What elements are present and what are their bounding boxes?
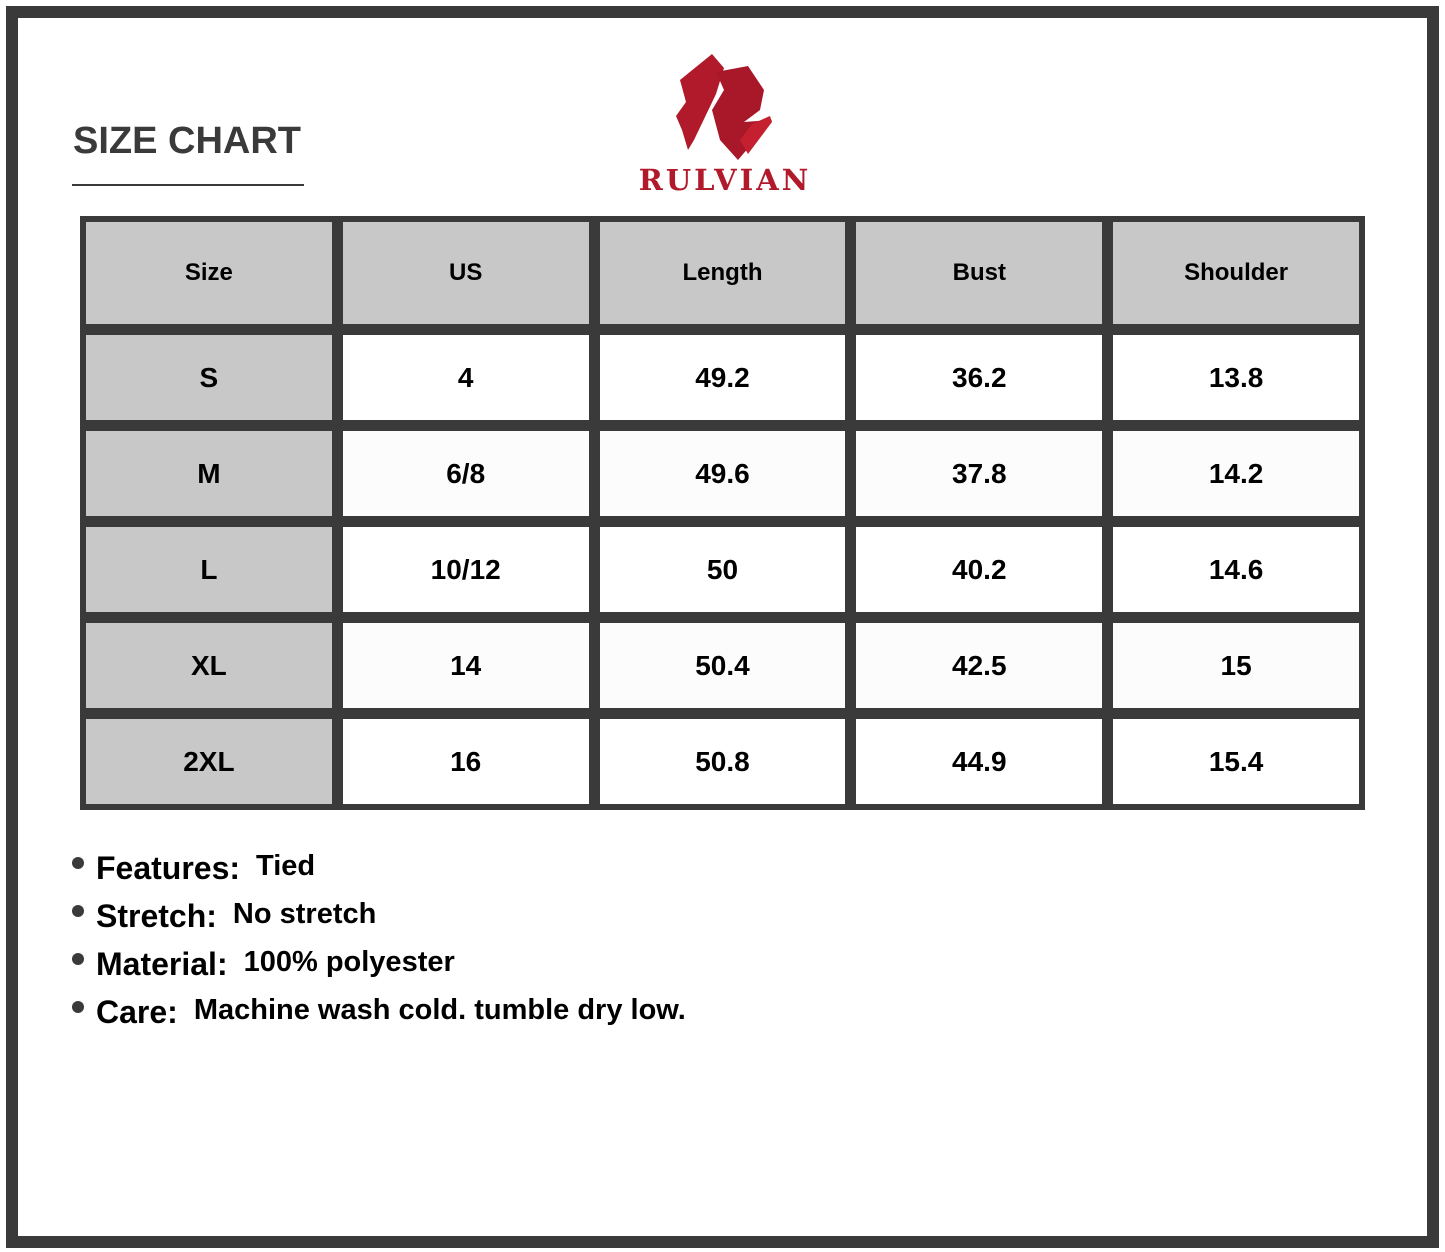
table-cell: 4 bbox=[342, 335, 589, 420]
bullet-icon bbox=[72, 905, 84, 917]
table-cell: 44.9 bbox=[856, 719, 1103, 804]
feature-item: Features: Tied bbox=[72, 850, 686, 898]
table-cell: 14.2 bbox=[1113, 431, 1359, 516]
feature-value: Machine wash cold. tumble dry low. bbox=[193, 994, 686, 1026]
column-header: Shoulder bbox=[1113, 222, 1359, 324]
table-cell: 49.2 bbox=[599, 335, 846, 420]
bullet-icon bbox=[72, 857, 84, 869]
table-cell: 14.6 bbox=[1113, 527, 1359, 612]
feature-value: 100% polyester bbox=[243, 946, 455, 978]
feature-label: Features: bbox=[96, 850, 241, 886]
size-cell: S bbox=[86, 335, 332, 420]
size-cell: 2XL bbox=[86, 719, 332, 804]
bullet-icon bbox=[72, 953, 84, 965]
brand-logo: RULVIAN bbox=[620, 50, 830, 200]
feature-item: Stretch: No stretch bbox=[72, 898, 686, 946]
table-cell: 50.8 bbox=[599, 719, 846, 804]
feature-value: No stretch bbox=[232, 898, 377, 930]
size-table: Size US Length Bust Shoulder S 4 49.2 36.2 13.8 M 6… bbox=[80, 216, 1365, 810]
table-cell: 50.4 bbox=[599, 623, 846, 708]
table-cell: 50 bbox=[599, 527, 846, 612]
size-cell: L bbox=[86, 527, 332, 612]
column-header: Bust bbox=[856, 222, 1103, 324]
table-cell: 37.8 bbox=[856, 431, 1103, 516]
table-cell: 10/12 bbox=[342, 527, 589, 612]
page-title: SIZE CHART bbox=[73, 120, 301, 162]
size-cell: XL bbox=[86, 623, 332, 708]
bullet-icon bbox=[72, 1001, 84, 1013]
feature-label: Material: bbox=[96, 946, 228, 982]
title-underline bbox=[72, 184, 304, 186]
feature-item: Material: 100% polyester bbox=[72, 946, 686, 994]
table-cell: 15 bbox=[1113, 623, 1359, 708]
table-cell: 15.4 bbox=[1113, 719, 1359, 804]
feature-value: Tied bbox=[256, 850, 316, 882]
table-cell: 16 bbox=[342, 719, 589, 804]
column-header: Size bbox=[86, 222, 332, 324]
table-cell: 49.6 bbox=[599, 431, 846, 516]
column-header: Length bbox=[599, 222, 846, 324]
column-header: US bbox=[342, 222, 589, 324]
table-cell: 6/8 bbox=[342, 431, 589, 516]
feature-list: Features: Tied Stretch: No stretch Material:… bbox=[72, 850, 686, 1042]
feature-item: Care: Machine wash cold. tumble dry low. bbox=[72, 994, 686, 1042]
feature-label: Stretch: bbox=[96, 898, 217, 934]
table-cell: 40.2 bbox=[856, 527, 1103, 612]
r-logo-icon bbox=[676, 54, 772, 160]
brand-name: RULVIAN bbox=[638, 163, 812, 197]
table-cell: 13.8 bbox=[1113, 335, 1359, 420]
size-cell: M bbox=[86, 431, 332, 516]
page-frame bbox=[6, 6, 1439, 1248]
table-cell: 42.5 bbox=[856, 623, 1103, 708]
feature-label: Care: bbox=[96, 994, 178, 1030]
table-cell: 14 bbox=[342, 623, 589, 708]
table-cell: 36.2 bbox=[856, 335, 1103, 420]
